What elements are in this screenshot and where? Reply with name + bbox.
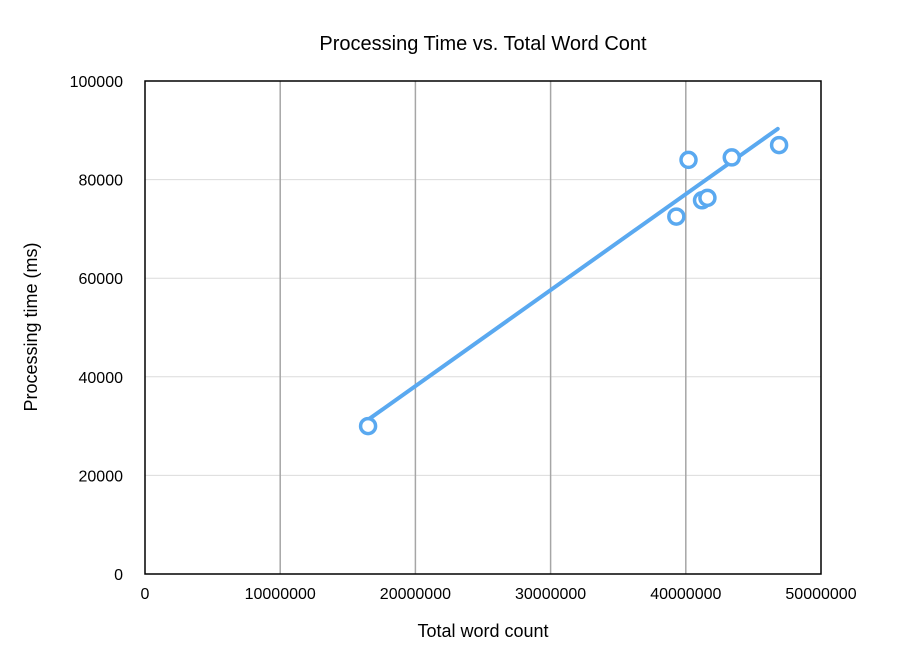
tick-labels: 0 20000 40000 60000 80000 100000 0 10000000 2000… bbox=[70, 74, 857, 603]
x-tick-label: 40000000 bbox=[650, 586, 721, 603]
data-points bbox=[358, 135, 789, 436]
x-tick-label: 50000000 bbox=[785, 586, 856, 603]
data-point bbox=[679, 150, 698, 170]
y-tick-label: 100000 bbox=[70, 74, 123, 91]
data-point bbox=[722, 148, 742, 167]
grid-lines bbox=[145, 81, 821, 574]
x-axis-label: Total word count bbox=[417, 621, 548, 641]
trendline bbox=[366, 126, 780, 422]
y-tick-label: 20000 bbox=[79, 468, 124, 485]
chart-title: Processing Time vs. Total Word Cont bbox=[319, 33, 647, 55]
data-point bbox=[769, 135, 789, 155]
y-axis-label: Processing time (ms) bbox=[21, 242, 41, 411]
data-point bbox=[698, 188, 717, 208]
x-tick-label: 10000000 bbox=[245, 586, 316, 603]
x-tick-label: 0 bbox=[141, 586, 150, 603]
y-tick-label: 0 bbox=[114, 567, 123, 584]
y-tick-label: 40000 bbox=[79, 370, 124, 387]
y-tick-label: 80000 bbox=[79, 173, 124, 190]
x-tick-label: 20000000 bbox=[380, 586, 451, 603]
x-tick-label: 30000000 bbox=[515, 586, 586, 603]
y-tick-label: 60000 bbox=[79, 271, 124, 288]
trendline-layer bbox=[366, 126, 780, 422]
data-point bbox=[358, 416, 378, 436]
data-point bbox=[667, 207, 686, 226]
plot-frame bbox=[144, 80, 822, 575]
